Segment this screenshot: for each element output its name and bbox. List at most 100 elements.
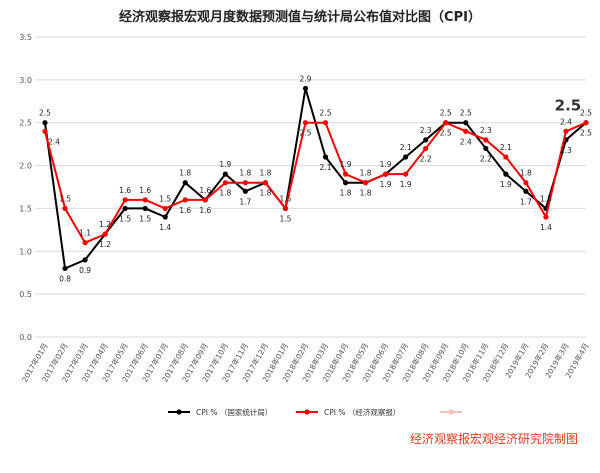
series-point-1 xyxy=(563,128,569,134)
highlight-label: 2.5 xyxy=(555,97,582,115)
data-label-forecast: 1.6 xyxy=(199,206,211,215)
data-label-forecast: 1.6 xyxy=(179,206,191,215)
data-label-official: 1.5 xyxy=(139,214,151,223)
chart-title: 经济观察报宏观月度数据预测值与统计局公布值对比图（CPI） xyxy=(119,10,481,25)
y-tick-label: 0.5 xyxy=(19,290,32,299)
series-point-1 xyxy=(503,154,509,160)
series-point-1 xyxy=(162,205,168,212)
data-label-official: 2.5 xyxy=(580,109,592,118)
series-point-0 xyxy=(82,257,88,263)
series-point-1 xyxy=(282,205,289,212)
series-point-0 xyxy=(182,180,188,186)
data-label-forecast: 2.5 xyxy=(580,129,592,138)
y-tick-label: 3.0 xyxy=(19,76,32,85)
series-point-1 xyxy=(543,214,549,220)
data-label-forecast: 1.6 xyxy=(119,186,131,195)
series-point-0 xyxy=(162,214,168,220)
data-label-official: 1.9 xyxy=(219,160,231,169)
data-label-official: 2.2 xyxy=(480,154,492,163)
series-point-0 xyxy=(423,137,429,143)
data-label-official: 1.5 xyxy=(119,214,131,223)
y-tick-label: 0.0 xyxy=(19,333,32,342)
legend-marker-0 xyxy=(176,409,182,415)
data-label-official: 1.5 xyxy=(279,194,291,203)
series-point-1 xyxy=(383,171,389,177)
chart-credit: 经济观察报宏观经济研究院制图 xyxy=(409,432,578,446)
series-line-1 xyxy=(44,121,587,244)
y-tick-label: 2.0 xyxy=(19,162,32,171)
series-point-0 xyxy=(242,188,248,194)
data-label-forecast: 2.5 xyxy=(440,129,452,138)
data-label-official: 2.5 xyxy=(39,109,51,118)
series-point-1 xyxy=(182,197,188,203)
data-label-official: 1.8 xyxy=(259,169,271,178)
series-point-1 xyxy=(262,180,269,186)
series-point-0 xyxy=(342,180,349,186)
data-label-forecast: 2.5 xyxy=(320,109,332,118)
data-label-forecast: 2.4 xyxy=(48,137,60,146)
series-point-0 xyxy=(503,171,509,177)
series-point-0 xyxy=(483,145,489,152)
data-label-forecast: 1.8 xyxy=(259,189,271,198)
data-label-forecast: 2.4 xyxy=(460,137,472,146)
data-label-forecast: 1.5 xyxy=(159,194,171,203)
legend-label: CPI % （国家统计局） xyxy=(196,407,272,417)
data-label-forecast: 1.9 xyxy=(340,160,352,169)
data-label-official: 2.1 xyxy=(320,163,332,172)
data-label-official: 1.7 xyxy=(239,197,251,206)
data-label-official: 1.9 xyxy=(380,160,392,169)
data-label-official: 2.3 xyxy=(560,146,572,155)
series-point-1 xyxy=(242,180,248,186)
series-point-1 xyxy=(102,231,108,237)
series-point-0 xyxy=(42,120,48,126)
data-label-official: 2.3 xyxy=(420,126,432,135)
data-label-official: 1.9 xyxy=(500,180,512,189)
series-point-0 xyxy=(322,154,329,160)
data-label-official: 1.8 xyxy=(340,189,352,198)
series-point-0 xyxy=(122,205,128,212)
data-label-forecast: 1.9 xyxy=(380,180,392,189)
series-point-1 xyxy=(122,197,128,203)
series-point-1 xyxy=(222,180,228,186)
series-point-0 xyxy=(62,265,68,272)
data-label-forecast: 1.5 xyxy=(59,194,71,203)
data-label-forecast: 1.2 xyxy=(99,240,111,249)
data-label-forecast: 2.2 xyxy=(420,154,432,163)
series-point-0 xyxy=(403,154,409,160)
y-tick-label: 1.0 xyxy=(19,247,32,256)
series-point-1 xyxy=(362,180,369,186)
data-label-official: 0.8 xyxy=(59,274,71,283)
data-label-forecast: 1.8 xyxy=(360,189,372,198)
y-tick-label: 2.5 xyxy=(19,119,32,128)
data-label-official: 1.7 xyxy=(520,197,532,206)
data-label-official: 1.4 xyxy=(159,223,171,232)
data-label-official: 2.5 xyxy=(440,109,452,118)
series-point-0 xyxy=(302,85,309,92)
series-point-0 xyxy=(222,171,228,177)
data-label-forecast: 1.8 xyxy=(520,169,532,178)
data-label-forecast: 1.8 xyxy=(219,189,231,198)
series-point-1 xyxy=(142,197,148,203)
series-point-1 xyxy=(342,171,349,177)
data-label-forecast: 1.5 xyxy=(279,214,291,223)
legend-marker-extra xyxy=(448,409,454,415)
data-label-official: 0.9 xyxy=(79,266,91,275)
series-point-1 xyxy=(523,180,529,186)
data-label-official: 2.9 xyxy=(300,74,312,83)
series-point-1 xyxy=(423,145,429,152)
series-line-0 xyxy=(44,88,587,270)
data-label-forecast: 2.3 xyxy=(480,126,492,135)
legend-label: CPI % （经济观察报） xyxy=(324,407,400,417)
legend-marker-1 xyxy=(304,409,310,415)
series-point-1 xyxy=(583,120,589,126)
y-tick-label: 3.5 xyxy=(19,33,32,42)
series-point-0 xyxy=(142,205,148,212)
series-point-0 xyxy=(523,188,529,194)
data-label-official: 2.5 xyxy=(460,109,472,118)
data-label-forecast: 2.4 xyxy=(560,117,572,126)
series-point-0 xyxy=(463,120,469,126)
series-point-1 xyxy=(42,128,48,134)
data-label-forecast: 1.4 xyxy=(540,223,552,232)
series-point-1 xyxy=(62,205,68,212)
